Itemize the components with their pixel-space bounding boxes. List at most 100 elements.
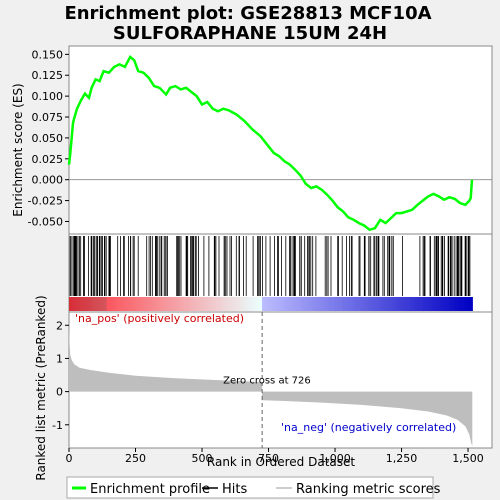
rank-color-segment: [74, 297, 79, 311]
rank-color-segment: [446, 297, 450, 311]
rank-color-segment: [253, 297, 257, 311]
rank-color-segment: [94, 297, 99, 311]
rank-color-segment: [354, 297, 358, 311]
rank-color-segment: [455, 297, 459, 311]
rank-color-segment: [397, 297, 401, 311]
rank-color-segment: [351, 297, 355, 311]
rank-color-segment: [86, 297, 90, 311]
es-y-tick-label: 0.000: [32, 174, 64, 187]
rank-color-segment: [132, 297, 136, 311]
rank-color-segment: [103, 297, 108, 311]
rank-color-segment: [106, 297, 110, 311]
es-y-tick-label: -0.025: [28, 195, 63, 208]
x-tick-label: 0: [66, 452, 73, 465]
x-tick-label: 1,000: [319, 452, 351, 465]
rank-color-segment: [432, 297, 436, 311]
rank-color-segment: [449, 297, 453, 311]
rank-color-segment: [408, 297, 413, 311]
rank-color-segment: [239, 297, 243, 311]
chart-title-line2: SULFORAPHANE 15UM 24H: [113, 23, 387, 44]
rank-color-segment: [236, 297, 240, 311]
rank-color-segment: [299, 297, 303, 311]
rank-color-segment: [97, 297, 102, 311]
es-y-tick-label: 0.025: [32, 153, 64, 166]
rank-color-segment: [201, 297, 205, 311]
legend-ranking-label: Ranking metric scores: [296, 482, 441, 497]
rank-color-segment: [362, 297, 367, 311]
legend-box: [66, 476, 434, 499]
rank-color-segment: [83, 297, 87, 311]
rank-color-segment: [123, 297, 128, 311]
es-y-tick-label: 0.150: [32, 48, 64, 61]
rank-color-segment: [282, 297, 286, 311]
rank-color-segment: [466, 297, 471, 311]
rank-color-segment: [452, 297, 456, 311]
rank-color-segment: [437, 297, 442, 311]
rank-color-segment: [308, 297, 312, 311]
rank-color-segment: [247, 297, 252, 311]
rank-color-segment: [218, 297, 223, 311]
rank-color-segment: [92, 297, 96, 311]
x-tick-label: 1,250: [386, 452, 418, 465]
rank-color-segment: [287, 297, 292, 311]
rank-color-segment: [89, 297, 93, 311]
rank-color-segment: [187, 297, 191, 311]
ranking-y-axis-ticks: 2 1 0 -1: [52, 319, 69, 432]
rank-color-segment: [360, 297, 364, 311]
rank-color-segment: [345, 297, 350, 311]
negative-correlation-label: 'na_neg' (negatively correlated): [281, 421, 456, 434]
rank-color-segment: [311, 297, 315, 311]
rank-color-segment: [71, 297, 76, 311]
rank-color-segment: [224, 297, 229, 311]
rank-color-segment: [143, 297, 148, 311]
legend-hits-label: Hits: [222, 482, 247, 497]
rank-color-segment: [302, 297, 306, 311]
rank-color-segment: [241, 297, 246, 311]
rank-color-segment: [385, 297, 390, 311]
rank-color-segment: [440, 297, 445, 311]
x-tick-label: 750: [258, 452, 279, 465]
rank-color-segment: [256, 297, 260, 311]
rank-color-segment: [109, 297, 113, 311]
es-y-tick-label: 0.075: [32, 111, 64, 124]
rank-color-segment: [146, 297, 151, 311]
ranking-metric-area: [69, 322, 473, 447]
rank-color-segment: [115, 297, 119, 311]
rank-color-segment: [100, 297, 105, 311]
rank-color-segment: [388, 297, 393, 311]
rank-color-segment: [374, 297, 378, 311]
rank-color-segment: [460, 297, 465, 311]
rank-color-segment: [365, 297, 370, 311]
rank-color-segment: [178, 297, 182, 311]
rank-color-segment: [290, 297, 295, 311]
rank-color-segment: [325, 297, 329, 311]
rank-color-segment: [383, 297, 387, 311]
rank-color-segment: [198, 297, 203, 311]
rank-color-segment: [368, 297, 373, 311]
rank-color-segment: [204, 297, 208, 311]
rank-color-segment: [158, 297, 162, 311]
rank-color-segment: [457, 297, 462, 311]
rank-color-segment: [184, 297, 188, 311]
rank-color-segment: [339, 297, 344, 311]
rank-color-segment: [429, 297, 433, 311]
rank-color-segment: [469, 297, 473, 311]
rank-color-segment: [334, 297, 338, 311]
rank-color-segment: [135, 297, 139, 311]
rank-color-segment: [316, 297, 321, 311]
rank-color-segment: [293, 297, 298, 311]
rank-color-segment: [319, 297, 324, 311]
rank-color-segment: [380, 297, 384, 311]
rank-color-segment: [172, 297, 177, 311]
ranking-x-axis-ticks: 0 250 500 750 1,000 1,250 1,500: [66, 448, 484, 465]
rank-color-segment: [169, 297, 174, 311]
es-y-tick-label: 0.125: [32, 69, 64, 82]
rank-color-segment: [141, 297, 145, 311]
rank-color-segment: [233, 297, 237, 311]
es-panel-frame: [68, 45, 493, 235]
rank-color-segment: [166, 297, 171, 311]
ranking-y-axis-label: Ranked list metric (PreRanked): [34, 295, 48, 480]
rank-color-segment: [279, 297, 283, 311]
rank-color-segment: [259, 297, 263, 311]
